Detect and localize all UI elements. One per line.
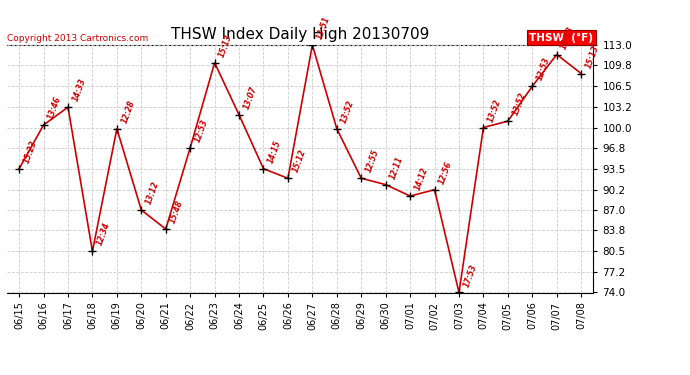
Text: 12:53: 12:53 (193, 118, 210, 144)
Text: 14:33: 14:33 (71, 77, 88, 103)
Text: 12:56: 12:56 (437, 160, 454, 186)
Text: 13:46: 13:46 (46, 95, 63, 121)
Text: 13:07: 13:07 (241, 85, 259, 111)
Text: 12:55: 12:55 (364, 148, 381, 174)
Text: Copyright 2013 Cartronics.com: Copyright 2013 Cartronics.com (7, 33, 148, 42)
Text: 15:12: 15:12 (290, 148, 307, 174)
Text: 15:13: 15:13 (560, 25, 576, 50)
Text: 15:13: 15:13 (217, 33, 234, 58)
Text: 14:15: 14:15 (266, 139, 283, 165)
Text: 12:34: 12:34 (95, 222, 112, 247)
Text: 13:52: 13:52 (486, 98, 503, 123)
Text: 13:52: 13:52 (511, 92, 527, 117)
Text: 15:13: 15:13 (584, 44, 600, 69)
Text: 14:12: 14:12 (413, 166, 430, 192)
Text: 13:12: 13:12 (144, 180, 161, 206)
Text: 15:23: 15:23 (22, 139, 39, 165)
Text: 13:51: 13:51 (315, 15, 332, 41)
Text: 12:28: 12:28 (119, 99, 137, 124)
Text: 13:52: 13:52 (339, 99, 356, 124)
Text: 12:53: 12:53 (535, 57, 552, 82)
Text: 12:11: 12:11 (388, 155, 405, 180)
Text: 17:53: 17:53 (462, 263, 478, 288)
Text: THSW  (°F): THSW (°F) (529, 33, 593, 42)
Text: 15:48: 15:48 (168, 199, 185, 225)
Title: THSW Index Daily High 20130709: THSW Index Daily High 20130709 (171, 27, 429, 42)
